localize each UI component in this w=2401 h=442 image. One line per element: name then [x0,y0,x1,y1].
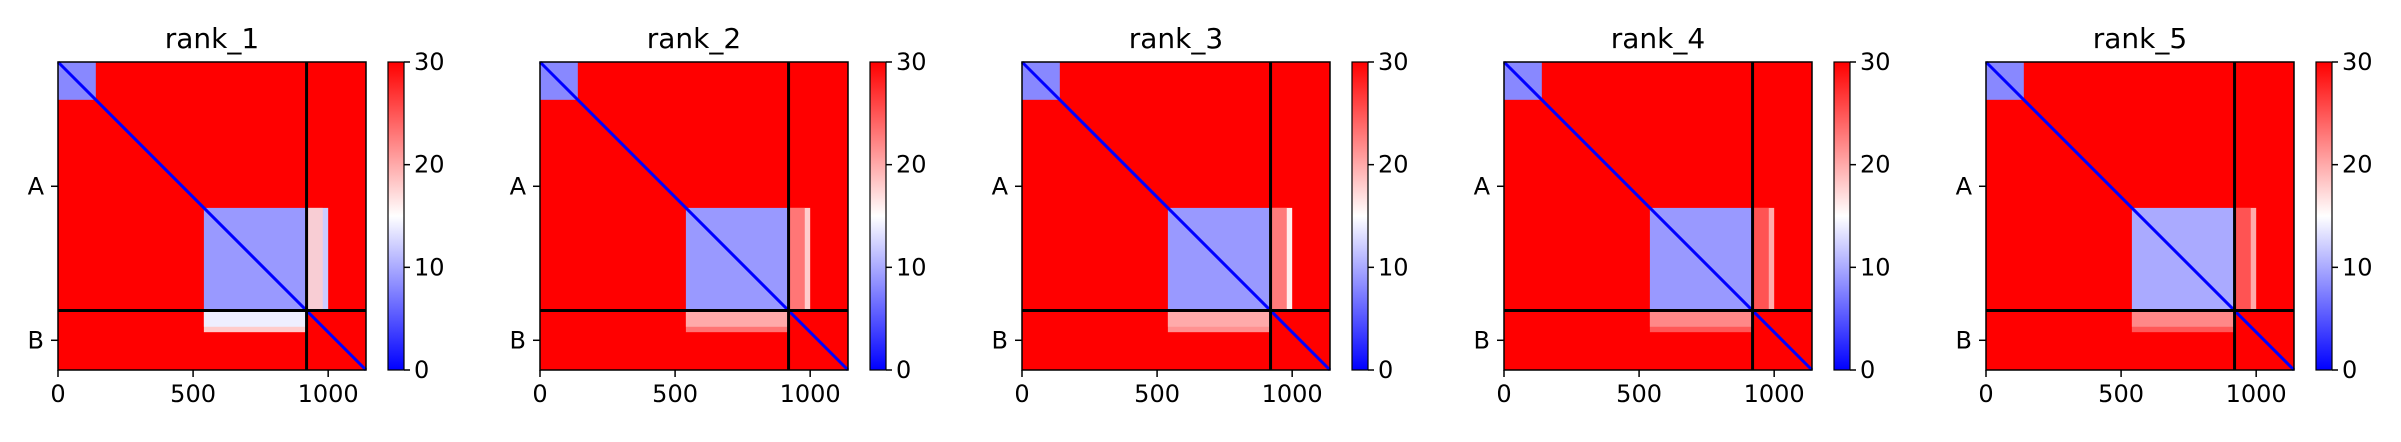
colorbar-tick-label: 20 [1378,151,1409,179]
x-tick-label: 500 [2098,380,2144,408]
colorbar-tick-label: 10 [896,253,927,281]
colorbar-tick-label: 0 [896,356,911,384]
colorbar-tick-label: 30 [1378,48,1409,76]
colorbar-tick-label: 30 [896,48,927,76]
y-tick-label: A [992,172,1009,200]
y-tick-label: B [992,326,1008,354]
x-tick-label: 0 [1014,380,1029,408]
colorbar [869,61,887,371]
y-tick-label: B [1956,326,1972,354]
colorbar-tick-label: 20 [414,151,445,179]
heatmap-block [203,310,307,327]
colorbar-tick-label: 20 [2342,151,2373,179]
panel-title: rank_5 [2093,22,2187,55]
x-tick-label: 0 [1496,380,1511,408]
colorbar-tick-label: 0 [1860,356,1875,384]
y-tick-label: B [1474,326,1490,354]
x-tick-label: 500 [1134,380,1180,408]
y-tick-label: B [510,326,526,354]
heatmap-block-mirror [1270,207,1287,311]
colorbar [387,61,405,371]
colorbar-tick-label: 10 [414,253,445,281]
plot-frame [57,61,367,371]
colorbar [1351,61,1369,371]
heatmap-block-mirror [788,207,805,311]
colorbar-tick-label: 0 [2342,356,2357,384]
x-tick-label: 0 [50,380,65,408]
heatmap-diagonal [538,60,850,372]
heatmap-diagonal [56,60,368,372]
y-tick-label: B [28,326,44,354]
x-tick-label: 0 [1978,380,1993,408]
heatmap-block [685,310,789,327]
x-tick-label: 1000 [2226,380,2287,408]
x-tick-label: 1000 [1744,380,1805,408]
colorbar-tick-label: 10 [1860,253,1891,281]
x-tick-label: 500 [1616,380,1662,408]
y-tick-label: A [1956,172,1973,200]
colorbar-tick-label: 10 [2342,253,2373,281]
heatmap-block [1649,310,1753,327]
plot-frame [1985,61,2295,371]
heatmap-block [2131,310,2235,327]
panel-title: rank_3 [1129,22,1223,55]
panel-title: rank_4 [1611,22,1705,55]
heatmap-diagonal [1020,60,1332,372]
colorbar-tick-label: 20 [896,151,927,179]
plot-frame [539,61,849,371]
x-tick-label: 0 [532,380,547,408]
colorbar-tick-label: 30 [414,48,445,76]
plot-frame [1503,61,1813,371]
y-tick-label: A [1474,172,1491,200]
colorbar-tick-label: 30 [2342,48,2373,76]
heatmap-diagonal [1984,60,2296,372]
panel-title: rank_2 [647,22,741,55]
y-tick-label: A [28,172,45,200]
x-tick-label: 1000 [298,380,359,408]
plot-frame [1021,61,1331,371]
colorbar-tick-label: 0 [414,356,429,384]
heatmap-block-mirror [2234,207,2251,311]
heatmap-diagonal [1502,60,1814,372]
colorbar-tick-label: 20 [1860,151,1891,179]
x-tick-label: 1000 [1262,380,1323,408]
colorbar-tick-label: 30 [1860,48,1891,76]
x-tick-label: 500 [652,380,698,408]
heatmap-block-mirror [306,207,323,311]
heatmap-block-mirror [1752,207,1769,311]
x-tick-label: 500 [170,380,216,408]
panel-title: rank_1 [165,22,259,55]
y-tick-label: A [510,172,527,200]
colorbar [1833,61,1851,371]
x-tick-label: 1000 [780,380,841,408]
colorbar [2315,61,2333,371]
heatmap-block [1167,310,1271,327]
colorbar-tick-label: 0 [1378,356,1393,384]
colorbar-tick-label: 10 [1378,253,1409,281]
